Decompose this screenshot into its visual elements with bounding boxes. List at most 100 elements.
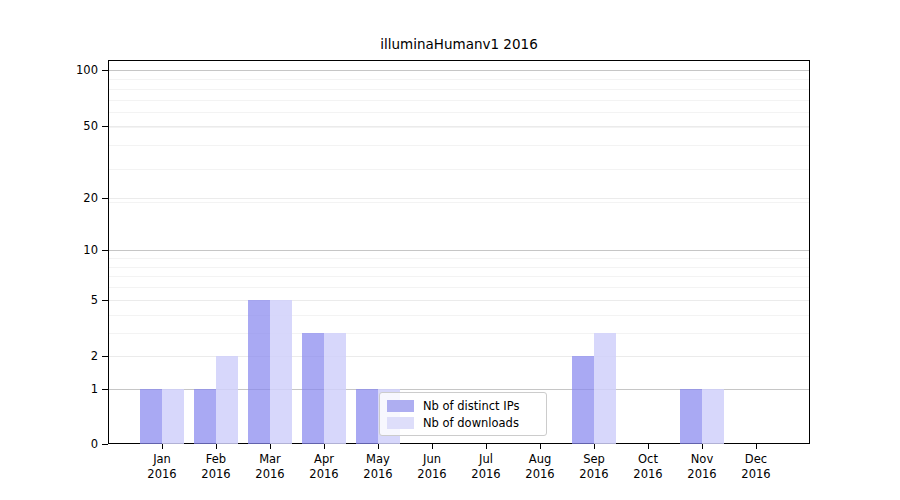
x-tick-label: Sep2016 [567, 452, 621, 482]
x-tick-month: Jun [405, 452, 459, 467]
bar-downloads-mar [270, 300, 292, 444]
gridline-minor [109, 79, 809, 80]
y-tick-label: 2 [38, 348, 98, 364]
x-tick-year: 2016 [513, 467, 567, 482]
bar-distinct-ips-may [356, 389, 378, 444]
legend-swatch-distinct-ips [387, 400, 414, 412]
y-tick-label: 20 [38, 190, 98, 206]
bar-downloads-jan [162, 389, 184, 444]
bar-downloads-feb [216, 356, 238, 444]
bar-downloads-nov [702, 389, 724, 444]
gridline-minor [109, 333, 809, 334]
gridline-minor [109, 276, 809, 277]
x-tick [432, 444, 433, 449]
gridline-minor [109, 258, 809, 259]
y-tick [102, 356, 108, 357]
x-tick [270, 444, 271, 449]
y-tick [102, 250, 108, 251]
x-tick-month: Aug [513, 452, 567, 467]
x-tick-label: Aug2016 [513, 452, 567, 482]
x-tick-label: Dec2016 [729, 452, 783, 482]
x-tick-label: Jun2016 [405, 452, 459, 482]
plot-area [108, 60, 810, 444]
bar-distinct-ips-apr [302, 333, 324, 444]
legend-label-distinct-ips: Nb of distinct IPs [423, 399, 519, 413]
x-tick-label: Jul2016 [459, 452, 513, 482]
legend-label-downloads: Nb of downloads [423, 416, 519, 430]
x-tick-month: Apr [297, 452, 351, 467]
bar-distinct-ips-mar [248, 300, 270, 444]
x-tick-year: 2016 [189, 467, 243, 482]
gridline-minor [109, 169, 809, 170]
gridline-minor [109, 267, 809, 268]
x-tick-year: 2016 [297, 467, 351, 482]
x-tick-month: Mar [243, 452, 297, 467]
x-tick-month: Feb [189, 452, 243, 467]
x-tick-year: 2016 [135, 467, 189, 482]
gridline-minor [109, 315, 809, 316]
x-tick-label: Apr2016 [297, 452, 351, 482]
x-tick-month: Jul [459, 452, 513, 467]
y-tick-label: 1 [38, 381, 98, 397]
x-tick-year: 2016 [675, 467, 729, 482]
bar-distinct-ips-nov [680, 389, 702, 444]
x-tick-label: Nov2016 [675, 452, 729, 482]
x-tick-month: Dec [729, 452, 783, 467]
x-tick-label: May2016 [351, 452, 405, 482]
x-tick [216, 444, 217, 449]
y-tick-label: 100 [38, 62, 98, 78]
x-tick-month: Jan [135, 452, 189, 467]
bar-distinct-ips-sep [572, 356, 594, 444]
figure: illuminaHumanv1 2016 0125102050100Jan201… [0, 0, 900, 500]
gridline-minor [109, 100, 809, 101]
legend-swatch-downloads [387, 417, 414, 429]
x-tick [756, 444, 757, 449]
bar-distinct-ips-feb [194, 389, 216, 444]
y-tick-label: 50 [38, 118, 98, 134]
x-tick [594, 444, 595, 449]
y-tick [102, 300, 108, 301]
legend-item-downloads: Nb of downloads [387, 415, 538, 430]
x-tick-year: 2016 [621, 467, 675, 482]
x-tick-year: 2016 [729, 467, 783, 482]
gridline-major [109, 198, 809, 199]
bar-downloads-sep [594, 333, 616, 444]
y-tick-label: 0 [38, 436, 98, 452]
x-tick [486, 444, 487, 449]
x-tick-year: 2016 [459, 467, 513, 482]
y-tick [102, 444, 108, 445]
x-tick-month: Oct [621, 452, 675, 467]
x-tick-label: Feb2016 [189, 452, 243, 482]
gridline-major [109, 300, 809, 301]
x-tick-year: 2016 [405, 467, 459, 482]
y-tick [102, 198, 108, 199]
gridline-major [109, 70, 809, 71]
x-tick-label: Jan2016 [135, 452, 189, 482]
gridline-minor [109, 202, 809, 203]
y-tick-label: 5 [38, 292, 98, 308]
y-tick [102, 389, 108, 390]
gridline-minor [109, 145, 809, 146]
gridline-minor [109, 287, 809, 288]
x-tick [702, 444, 703, 449]
bar-downloads-apr [324, 333, 346, 444]
chart-title: illuminaHumanv1 2016 [108, 36, 810, 52]
gridline-minor [109, 112, 809, 113]
legend-item-distinct-ips: Nb of distinct IPs [387, 398, 538, 413]
x-tick-label: Mar2016 [243, 452, 297, 482]
x-tick [324, 444, 325, 449]
bar-distinct-ips-jan [140, 389, 162, 444]
legend: Nb of distinct IPs Nb of downloads [379, 392, 547, 436]
gridline-minor [109, 89, 809, 90]
x-tick-label: Oct2016 [621, 452, 675, 482]
x-tick [162, 444, 163, 449]
gridline-major [109, 126, 809, 127]
x-tick-year: 2016 [567, 467, 621, 482]
x-tick-year: 2016 [243, 467, 297, 482]
x-tick-month: May [351, 452, 405, 467]
y-tick [102, 70, 108, 71]
y-tick [102, 126, 108, 127]
x-tick-month: Sep [567, 452, 621, 467]
x-tick [648, 444, 649, 449]
gridline-major [109, 356, 809, 357]
